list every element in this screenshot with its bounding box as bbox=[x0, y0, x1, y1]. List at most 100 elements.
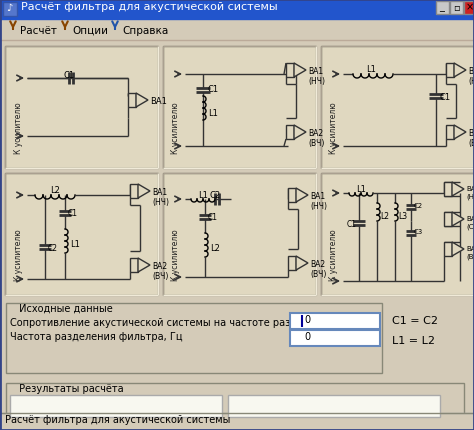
Text: 0: 0 bbox=[304, 314, 310, 324]
Polygon shape bbox=[294, 64, 306, 78]
Text: C1: C1 bbox=[440, 93, 451, 102]
Text: К усилителю: К усилителю bbox=[13, 102, 22, 154]
Text: C1: C1 bbox=[64, 71, 74, 80]
Bar bbox=[444, 243, 452, 256]
Polygon shape bbox=[294, 126, 306, 140]
Text: BA1
(НЧ): BA1 (НЧ) bbox=[310, 191, 327, 211]
Text: Расчёт: Расчёт bbox=[20, 26, 57, 36]
Bar bbox=[290, 330, 380, 346]
Text: BA2
(СЧ): BA2 (СЧ) bbox=[466, 215, 474, 229]
Bar bbox=[6, 303, 382, 373]
Bar bbox=[288, 256, 296, 270]
Text: Опции: Опции bbox=[72, 26, 108, 36]
Text: L1: L1 bbox=[70, 240, 80, 249]
Text: BA2
(ВЧ): BA2 (ВЧ) bbox=[152, 261, 168, 281]
Text: К усилителю: К усилителю bbox=[329, 229, 338, 280]
Text: C1: C1 bbox=[207, 85, 218, 94]
Polygon shape bbox=[296, 256, 308, 270]
Bar bbox=[0, 20, 474, 42]
Text: ♪: ♪ bbox=[6, 3, 12, 13]
Bar bbox=[5, 47, 158, 169]
Polygon shape bbox=[296, 189, 308, 203]
Text: BA1
(НЧ): BA1 (НЧ) bbox=[308, 67, 325, 86]
Text: К усилителю: К усилителю bbox=[172, 102, 181, 154]
Text: L2: L2 bbox=[50, 186, 60, 194]
Text: К усилителю: К усилителю bbox=[329, 102, 338, 154]
Text: L2: L2 bbox=[210, 243, 220, 252]
Bar bbox=[4, 301, 470, 377]
Bar bbox=[286, 126, 294, 140]
Bar bbox=[321, 174, 474, 295]
Bar bbox=[464, 2, 474, 15]
Text: К усилителю: К усилителю bbox=[172, 229, 181, 280]
Bar bbox=[4, 381, 470, 425]
Bar bbox=[130, 184, 138, 199]
Text: BA1
(НЧ): BA1 (НЧ) bbox=[466, 186, 474, 199]
Bar bbox=[0, 413, 474, 430]
Polygon shape bbox=[138, 258, 150, 272]
Text: BA1
(НЧ): BA1 (НЧ) bbox=[468, 67, 474, 86]
Polygon shape bbox=[452, 212, 464, 227]
Polygon shape bbox=[452, 243, 464, 256]
Bar bbox=[290, 313, 380, 329]
Bar bbox=[163, 47, 316, 169]
Text: L1: L1 bbox=[208, 109, 218, 118]
Bar bbox=[5, 174, 158, 295]
Text: C2: C2 bbox=[414, 203, 423, 209]
Text: C1: C1 bbox=[68, 209, 78, 218]
Text: BA2
(ВЧ): BA2 (ВЧ) bbox=[468, 129, 474, 148]
Text: BA2
(ВЧ): BA2 (ВЧ) bbox=[308, 129, 324, 148]
Text: C2: C2 bbox=[210, 190, 220, 200]
Text: ×: × bbox=[466, 2, 474, 12]
Text: BA1
(НЧ): BA1 (НЧ) bbox=[152, 187, 169, 207]
Text: C3: C3 bbox=[414, 228, 423, 234]
Polygon shape bbox=[452, 183, 464, 197]
Text: Сопротивление акустической системы на частоте разделения, Ом: Сопротивление акустической системы на ча… bbox=[10, 317, 355, 327]
Text: _: _ bbox=[439, 2, 445, 12]
Bar bbox=[288, 189, 296, 203]
Bar bbox=[0, 0, 474, 20]
Text: BA2
(ВЧ): BA2 (ВЧ) bbox=[310, 259, 327, 279]
Bar bbox=[10, 395, 222, 417]
Text: Результаты расчёта: Результаты расчёта bbox=[16, 383, 127, 393]
Text: L1: L1 bbox=[366, 65, 376, 74]
Bar bbox=[128, 94, 136, 108]
Polygon shape bbox=[454, 126, 466, 140]
Text: BA3
(ВЧ): BA3 (ВЧ) bbox=[466, 246, 474, 259]
Bar bbox=[436, 2, 449, 15]
Bar bbox=[3, 3, 17, 17]
Bar bbox=[321, 47, 474, 169]
Text: L1 = L2: L1 = L2 bbox=[392, 335, 435, 345]
Polygon shape bbox=[454, 64, 466, 78]
Bar bbox=[286, 64, 294, 78]
Bar bbox=[0, 42, 474, 301]
Text: L3: L3 bbox=[398, 212, 407, 221]
Text: L2: L2 bbox=[380, 212, 389, 221]
Text: 0: 0 bbox=[304, 331, 310, 341]
Bar bbox=[130, 258, 138, 272]
Text: C2: C2 bbox=[48, 243, 58, 252]
Polygon shape bbox=[138, 184, 150, 199]
Text: ▫: ▫ bbox=[453, 2, 459, 12]
Text: Частота разделения фильтра, Гц: Частота разделения фильтра, Гц bbox=[10, 331, 182, 341]
Text: BA1: BA1 bbox=[150, 97, 167, 106]
Text: Расчёт фильтра для акустической системы: Расчёт фильтра для акустической системы bbox=[21, 2, 278, 12]
Bar bbox=[446, 64, 454, 78]
Bar bbox=[163, 174, 316, 295]
Text: Справка: Справка bbox=[122, 26, 168, 36]
Text: C1: C1 bbox=[208, 212, 218, 221]
Bar bbox=[446, 126, 454, 140]
Text: Исходные данные: Исходные данные bbox=[16, 303, 116, 313]
Bar bbox=[450, 2, 463, 15]
Text: Расчёт фильтра для акустической системы: Расчёт фильтра для акустической системы bbox=[5, 414, 230, 424]
Bar bbox=[444, 212, 452, 227]
Polygon shape bbox=[136, 94, 148, 108]
Text: К усилителю: К усилителю bbox=[13, 229, 22, 280]
Bar bbox=[228, 395, 440, 417]
Bar bbox=[444, 183, 452, 197]
Bar bbox=[6, 383, 464, 421]
Text: L1: L1 bbox=[356, 184, 366, 194]
Text: C1: C1 bbox=[347, 219, 357, 228]
Text: C1 = C2: C1 = C2 bbox=[392, 315, 438, 325]
Text: L1: L1 bbox=[198, 190, 208, 200]
